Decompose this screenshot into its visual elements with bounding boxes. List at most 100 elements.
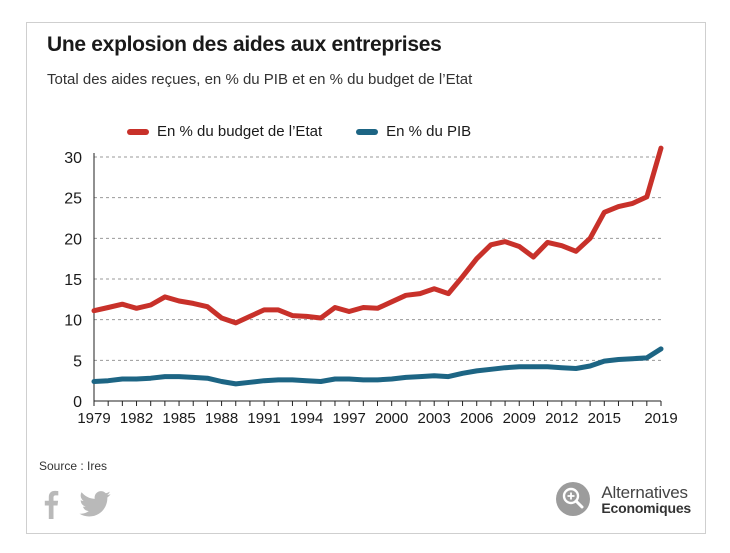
series-0-point-1986 xyxy=(191,301,195,305)
chart-title: Une explosion des aides aux entreprises xyxy=(47,33,442,56)
brand-name-line1: Alternatives xyxy=(601,482,688,502)
series-0-point-1988 xyxy=(220,316,224,320)
series-0-point-2001 xyxy=(404,293,408,297)
y-tick-label-0: 0 xyxy=(73,394,82,411)
series-1-point-1979 xyxy=(92,379,96,383)
series-0-point-1990 xyxy=(248,314,252,318)
series-0-point-1987 xyxy=(205,305,209,309)
series-1-point-2002 xyxy=(418,375,422,379)
series-0-point-1985 xyxy=(177,299,181,303)
series-1-point-1982 xyxy=(135,377,139,381)
series-0-point-2002 xyxy=(418,292,422,296)
series-1-point-2017 xyxy=(631,357,635,361)
series-1-point-2015 xyxy=(602,359,606,363)
y-tick-label-5: 5 xyxy=(73,353,82,370)
y-tick-label-25: 25 xyxy=(64,191,82,208)
series-0-point-1997 xyxy=(347,310,351,314)
series-1-point-1998 xyxy=(361,378,365,382)
series-0-point-1982 xyxy=(135,306,139,310)
series-0-point-1995 xyxy=(319,316,323,320)
brand-logo[interactable]: Alternatives Economiques xyxy=(555,481,691,517)
series-0-point-1991 xyxy=(262,308,266,312)
x-tick-label-1979: 1979 xyxy=(77,410,110,427)
x-tick-label-1982: 1982 xyxy=(120,410,153,427)
x-tick-label-1991: 1991 xyxy=(247,410,280,427)
series-0-point-2010 xyxy=(531,255,535,259)
legend-item-pib[interactable]: En % du PIB xyxy=(356,123,471,140)
series-0-point-2006 xyxy=(475,257,479,261)
y-tick-label-10: 10 xyxy=(64,313,82,330)
legend-item-budget[interactable]: En % du budget de l’Etat xyxy=(127,123,322,140)
series-1-point-2007 xyxy=(489,367,493,371)
series-0-point-1992 xyxy=(276,308,280,312)
series-0-point-2015 xyxy=(602,210,606,214)
series-line-0 xyxy=(91,145,664,326)
series-1-point-1996 xyxy=(333,377,337,381)
x-tick-label-2009: 2009 xyxy=(503,410,536,427)
series-0-point-1993 xyxy=(290,314,294,318)
series-0-point-1996 xyxy=(333,305,337,309)
series-1-point-2019 xyxy=(659,347,663,351)
x-tick-label-2019: 2019 xyxy=(644,410,677,427)
series-0-point-2000 xyxy=(390,300,394,304)
series-1-point-2016 xyxy=(616,358,620,362)
line-chart: 0 5 10 15 20 25 30 1979 1982 1985 1988 1991 1994 1997… xyxy=(64,145,678,427)
series-1-point-1987 xyxy=(205,376,209,380)
series-0-point-2003 xyxy=(432,287,436,291)
series-0-point-2017 xyxy=(631,201,635,205)
series-1-point-1994 xyxy=(305,379,309,383)
x-tick-label-2012: 2012 xyxy=(545,410,578,427)
twitter-icon[interactable] xyxy=(79,491,111,517)
legend-swatch-budget xyxy=(127,128,149,135)
series-1-point-2010 xyxy=(531,365,535,369)
series-1-point-2008 xyxy=(503,366,507,370)
y-tick-label-30: 30 xyxy=(64,150,82,167)
series-1-point-2013 xyxy=(574,366,578,370)
series-1-point-1986 xyxy=(191,375,195,379)
series-1-point-2005 xyxy=(461,371,465,375)
series-1-point-2006 xyxy=(475,369,479,373)
series-0-point-1980 xyxy=(106,305,110,309)
series-1-point-2018 xyxy=(645,356,649,360)
series-0-point-1994 xyxy=(305,314,309,318)
y-tick-label-15: 15 xyxy=(64,272,82,289)
series-0-point-2016 xyxy=(616,205,620,209)
series-1-point-1985 xyxy=(177,375,181,379)
series-0-point-1984 xyxy=(163,295,167,299)
x-tick-label-1994: 1994 xyxy=(290,410,323,427)
y-tick-label-20: 20 xyxy=(64,231,82,248)
series-0-point-2005 xyxy=(461,275,465,279)
x-tick-label-1985: 1985 xyxy=(162,410,195,427)
legend: En % du budget de l’Etat En % du PIB xyxy=(127,123,471,140)
series-1-point-1990 xyxy=(248,380,252,384)
series-1-point-2014 xyxy=(588,364,592,368)
legend-swatch-pib xyxy=(356,128,379,135)
series-1-point-1997 xyxy=(347,377,351,381)
series-1-point-1992 xyxy=(276,378,280,382)
series-1-point-2000 xyxy=(390,377,394,381)
series-1-point-1993 xyxy=(290,378,294,382)
series-0-point-1989 xyxy=(234,321,238,325)
series-1-point-1981 xyxy=(120,377,124,381)
facebook-icon[interactable] xyxy=(43,489,59,519)
series-0-point-2004 xyxy=(446,292,450,296)
series-1-point-2009 xyxy=(517,365,521,369)
magnifier-logo-icon xyxy=(556,482,591,516)
series-0-point-2008 xyxy=(503,240,507,244)
x-tick-label-2000: 2000 xyxy=(375,410,408,427)
series-1-point-1995 xyxy=(319,379,323,383)
series-1-point-1989 xyxy=(234,382,238,386)
source-note: Source : Ires xyxy=(39,459,108,473)
series-1-point-1983 xyxy=(149,376,153,380)
series-1-point-2004 xyxy=(446,375,450,379)
x-tick-label-2003: 2003 xyxy=(418,410,451,427)
chart-card: Une explosion des aides aux entreprises … xyxy=(26,22,706,534)
chart-subtitle: Total des aides reçues, en % du PIB et e… xyxy=(47,71,473,88)
series-0-point-1983 xyxy=(149,303,153,307)
x-tick-label-1988: 1988 xyxy=(205,410,238,427)
series-0-point-2011 xyxy=(546,240,550,244)
series-0-point-2007 xyxy=(489,243,493,247)
series-0-point-2019 xyxy=(659,146,663,150)
series-0-point-2009 xyxy=(517,244,521,248)
x-tick-label-2015: 2015 xyxy=(588,410,621,427)
